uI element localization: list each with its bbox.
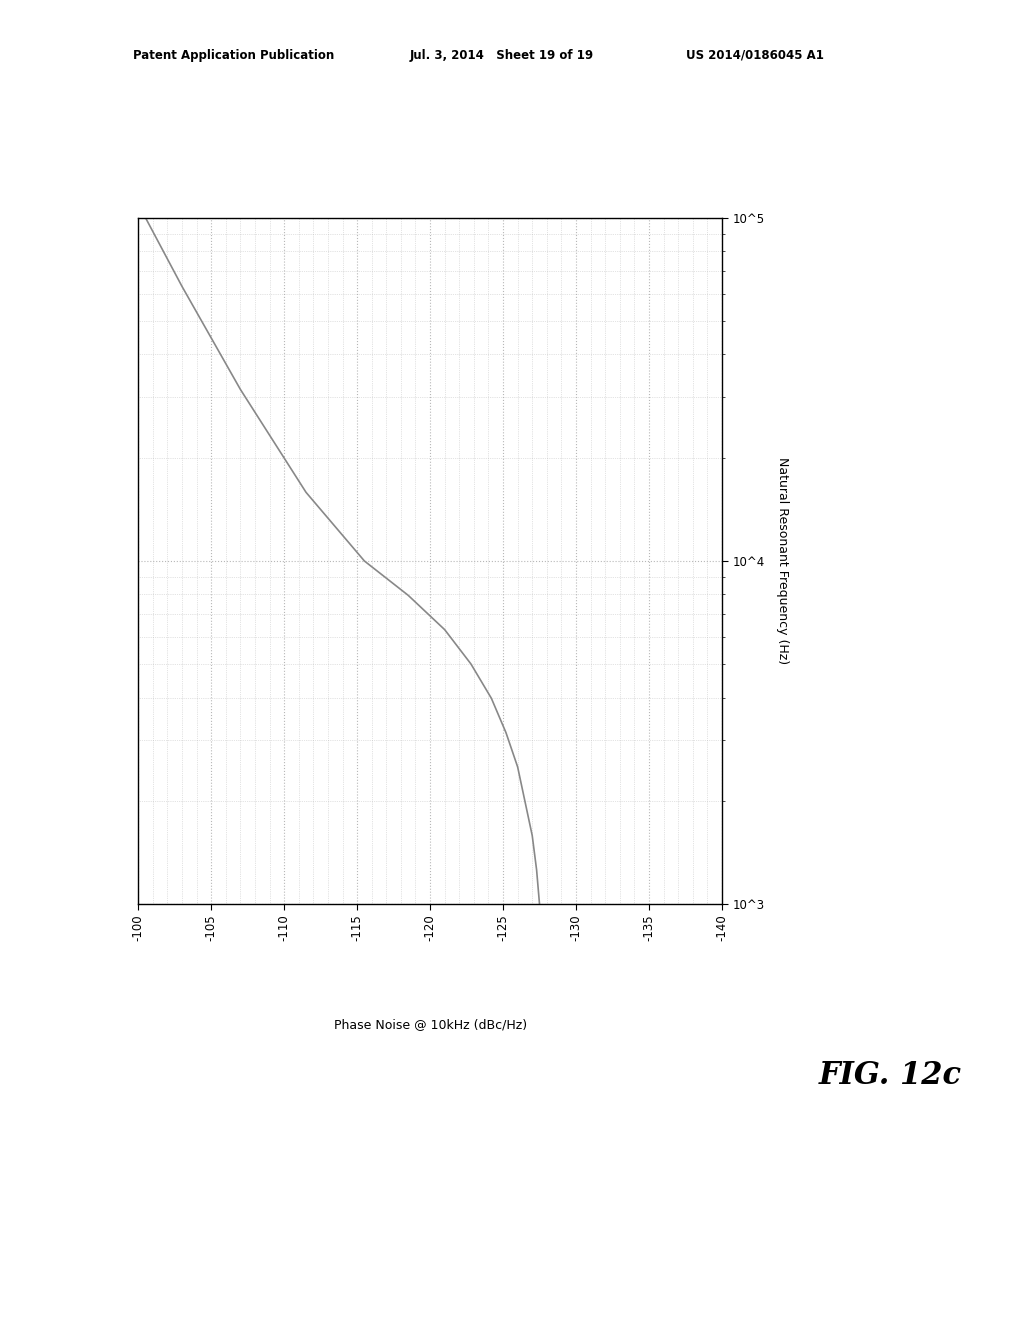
Y-axis label: Natural Resonant Frequency (Hz): Natural Resonant Frequency (Hz) xyxy=(776,458,788,664)
X-axis label: Phase Noise @ 10kHz (dBc/Hz): Phase Noise @ 10kHz (dBc/Hz) xyxy=(334,1018,526,1031)
Text: Patent Application Publication: Patent Application Publication xyxy=(133,49,335,62)
Text: Jul. 3, 2014   Sheet 19 of 19: Jul. 3, 2014 Sheet 19 of 19 xyxy=(410,49,594,62)
Text: US 2014/0186045 A1: US 2014/0186045 A1 xyxy=(686,49,824,62)
Text: FIG. 12c: FIG. 12c xyxy=(819,1060,963,1092)
